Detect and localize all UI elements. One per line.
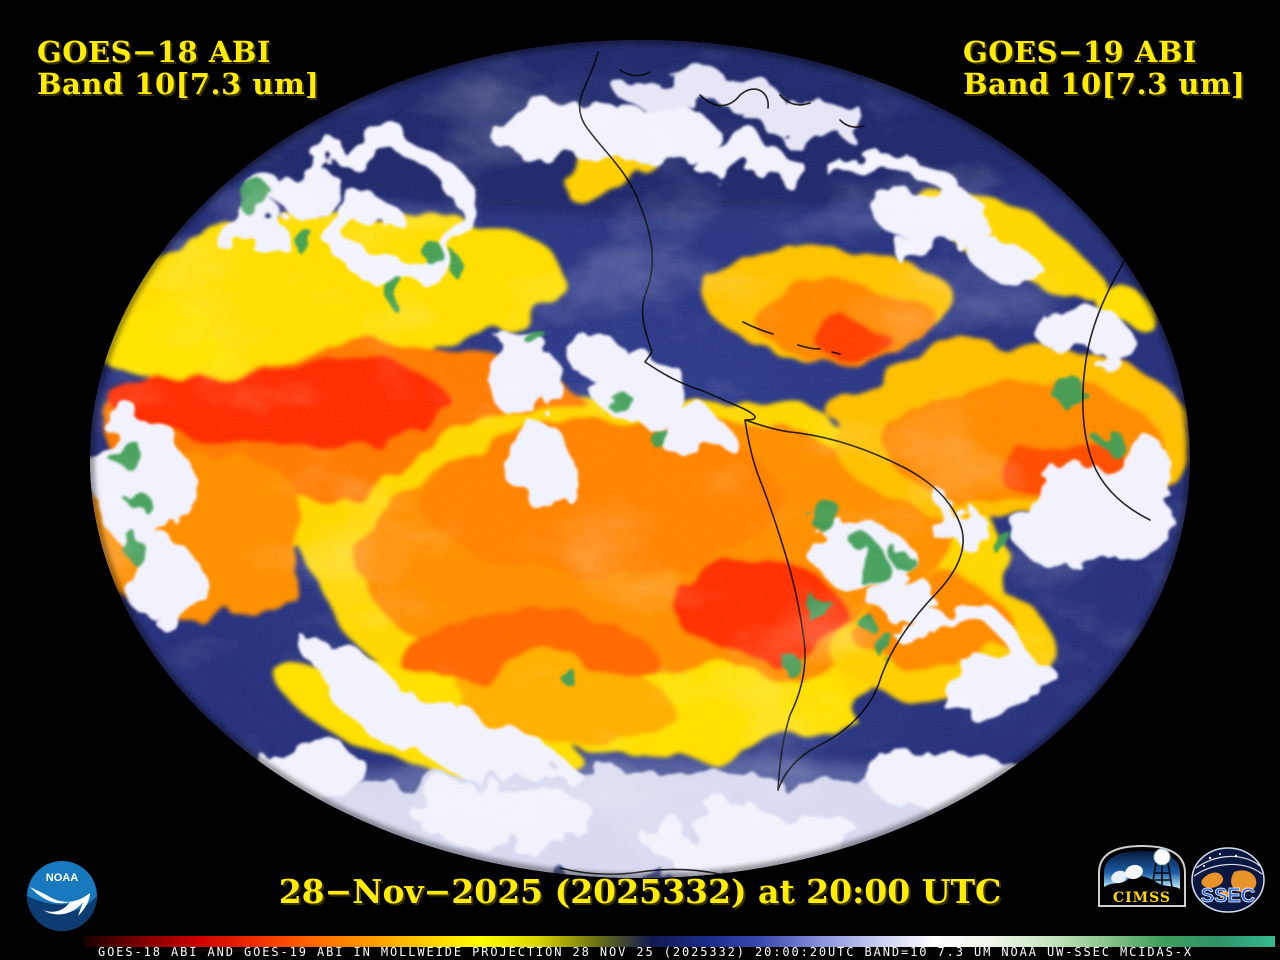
noaa-logo-label: NOAA [46,872,78,884]
goes18-title-line2: Band 10[7.3 um] [37,67,320,101]
ssec-logo-label: SSEC [1201,885,1255,907]
noaa-logo: NOAA [27,861,97,931]
goes18-title: GOES−18 ABI Band 10[7.3 um] [37,36,319,100]
ssec-logo: SSEC [1191,847,1265,913]
cimss-logo: CIMSS [1098,844,1186,907]
goes19-title-line2: Band 10[7.3 um] [963,67,1246,101]
goes18-title-line1: GOES−18 ABI [37,35,271,69]
timestamp: 28−Nov−2025 (2025332) at 20:00 UTC [278,872,1002,911]
cimss-logo-label: CIMSS [1113,890,1171,906]
status-caption: GOES-18 ABI AND GOES-19 ABI IN MOLLWEIDE… [98,945,1193,959]
colorbar [85,936,1275,947]
goes19-title: GOES−19 ABI Band 10[7.3 um] [963,36,1245,100]
goes19-title-line1: GOES−19 ABI [963,35,1197,69]
